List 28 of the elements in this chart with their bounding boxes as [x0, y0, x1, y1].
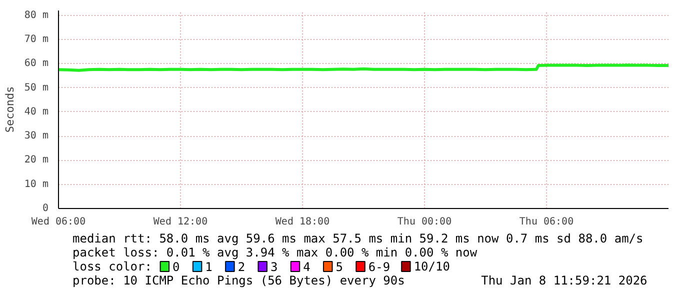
legend-title: loss color:: [72, 260, 152, 274]
legend-label: 2: [238, 260, 246, 274]
text: Thu Jan 8 11:59:21 2026: [481, 274, 648, 288]
y-tick-label: 70 m: [24, 34, 49, 45]
x-tick-label: Thu 00:00: [397, 216, 452, 228]
y-tick-label: 40 m: [24, 106, 49, 118]
y-tick-label: 20 m: [24, 154, 49, 166]
x-tick-label: Wed 12:00: [153, 216, 208, 228]
x-tick-label: Wed 18:00: [275, 216, 330, 228]
y-tick-label: 10 m: [24, 178, 49, 190]
legend-label: 4: [303, 260, 310, 274]
y-tick-label: 0: [42, 203, 49, 214]
legend-label: 1: [205, 260, 212, 274]
y-axis-title: Seconds: [3, 86, 16, 133]
legend-label: 3: [270, 260, 278, 274]
y-tick-label: 30 m: [24, 130, 49, 142]
text: probe: 10 ICMP Echo Pings (56 Bytes) every 90s: [72, 274, 405, 288]
legend-label: 5: [336, 260, 343, 274]
text: median rtt: 58.0 ms avg 59.6 ms max 57.5 ms min 59.2 ms now 0.7 ms sd 88.0 am/s: [72, 232, 644, 246]
y-tick-label: 60 m: [24, 58, 49, 70]
x-tick-label: Wed 06:00: [31, 216, 86, 228]
x-tick-label: Thu 06:00: [519, 216, 574, 228]
legend-label: 0: [172, 260, 180, 274]
text: packet loss: 0.01 % avg 3.94 % max 0.00 % min 0.00 % now: [72, 246, 478, 260]
y-tick-label: 80 m: [24, 10, 49, 21]
legend-label: 6-9: [368, 260, 390, 274]
legend-label: 10/10: [414, 260, 450, 274]
y-tick-label: 50 m: [24, 82, 49, 94]
